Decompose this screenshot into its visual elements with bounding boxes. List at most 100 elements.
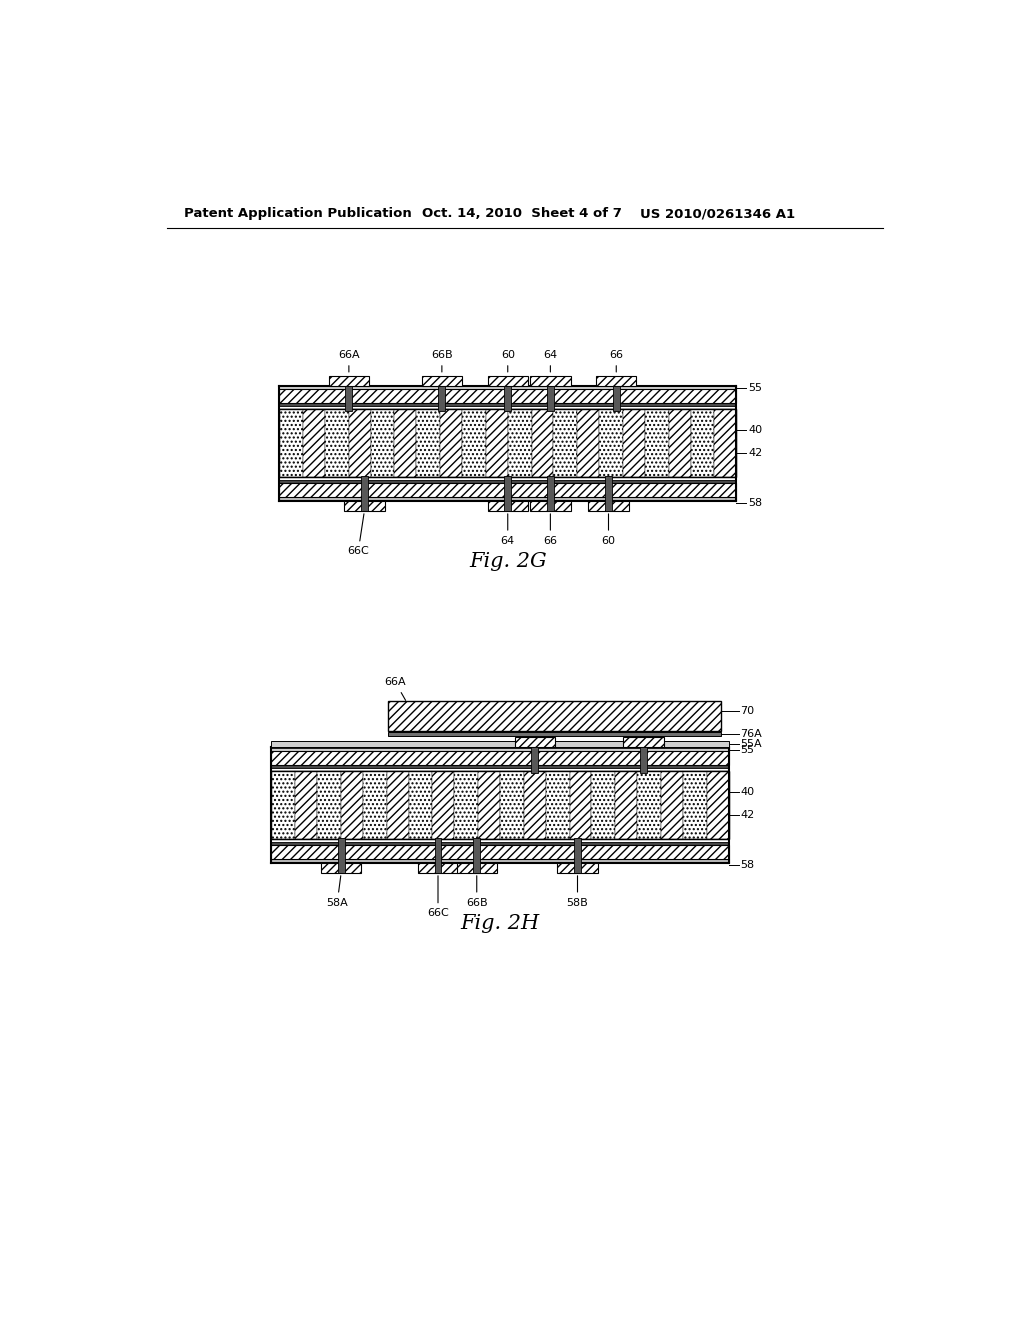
Bar <box>271 751 729 766</box>
Bar <box>418 863 458 873</box>
Text: 66C: 66C <box>427 875 449 919</box>
Text: 42: 42 <box>740 810 755 820</box>
Bar <box>271 771 729 840</box>
Bar <box>524 771 546 840</box>
Bar <box>362 771 387 840</box>
Text: 66A: 66A <box>385 677 407 701</box>
Bar <box>612 385 620 411</box>
Text: Oct. 14, 2010  Sheet 4 of 7: Oct. 14, 2010 Sheet 4 of 7 <box>423 207 623 220</box>
Bar <box>388 701 721 730</box>
Text: 64: 64 <box>544 350 557 372</box>
Bar <box>596 376 636 385</box>
Text: 60: 60 <box>501 350 515 372</box>
Text: 66: 66 <box>544 513 557 545</box>
Text: 40: 40 <box>748 425 762 434</box>
Text: 70: 70 <box>740 706 755 717</box>
Text: 40: 40 <box>740 787 755 797</box>
Bar <box>554 409 578 478</box>
Text: 58A: 58A <box>327 875 348 908</box>
Text: 66B: 66B <box>431 350 453 372</box>
Bar <box>623 409 645 478</box>
Bar <box>455 771 478 840</box>
Bar <box>530 502 570 511</box>
Bar <box>530 376 570 385</box>
Text: 55A: 55A <box>740 739 762 750</box>
Bar <box>569 771 592 840</box>
Text: 66: 66 <box>609 350 624 372</box>
Bar <box>280 409 303 478</box>
Bar <box>271 842 729 845</box>
Bar <box>360 475 368 511</box>
Text: Patent Application Publication: Patent Application Publication <box>183 207 412 220</box>
Bar <box>690 409 715 478</box>
Bar <box>547 475 554 511</box>
Bar <box>578 409 599 478</box>
Bar <box>487 502 528 511</box>
Bar <box>271 742 729 747</box>
Text: Fig. 2G: Fig. 2G <box>469 552 547 570</box>
Bar <box>345 385 352 411</box>
Bar <box>715 409 736 478</box>
Bar <box>504 475 511 511</box>
Bar <box>280 409 736 478</box>
Bar <box>387 771 409 840</box>
Bar <box>432 771 455 840</box>
Bar <box>660 771 683 840</box>
Bar <box>280 483 736 498</box>
Text: 55: 55 <box>740 744 755 755</box>
Bar <box>271 857 729 859</box>
Bar <box>409 771 432 840</box>
Bar <box>500 771 524 840</box>
Text: 64: 64 <box>501 513 515 545</box>
Bar <box>317 771 341 840</box>
Bar <box>321 863 361 873</box>
Bar <box>707 771 729 840</box>
Bar <box>271 859 729 862</box>
Bar <box>338 838 345 873</box>
Bar <box>271 748 729 751</box>
Bar <box>434 838 441 873</box>
Bar <box>440 409 462 478</box>
Bar <box>280 409 736 478</box>
Bar <box>478 771 500 840</box>
Bar <box>592 771 615 840</box>
Bar <box>531 409 554 478</box>
Bar <box>605 475 612 511</box>
Text: 55: 55 <box>748 383 762 393</box>
Bar <box>574 838 581 873</box>
Bar <box>624 737 664 747</box>
Bar <box>417 409 440 478</box>
Bar <box>669 409 690 478</box>
Bar <box>271 771 295 840</box>
Bar <box>280 385 736 388</box>
Bar <box>557 863 598 873</box>
Bar <box>640 747 647 774</box>
Bar <box>271 771 729 840</box>
Text: 60: 60 <box>601 513 615 545</box>
Bar <box>457 863 497 873</box>
Bar <box>462 409 485 478</box>
Bar <box>589 502 629 511</box>
Bar <box>271 747 729 751</box>
Bar <box>485 409 508 478</box>
Bar <box>388 733 721 737</box>
Bar <box>473 838 480 873</box>
Text: 76A: 76A <box>740 730 762 739</box>
Bar <box>599 409 623 478</box>
Text: US 2010/0261346 A1: US 2010/0261346 A1 <box>640 207 795 220</box>
Bar <box>280 404 736 407</box>
Bar <box>422 376 462 385</box>
Bar <box>280 494 736 498</box>
Text: 66A: 66A <box>338 350 359 372</box>
Bar <box>547 385 554 411</box>
Bar <box>394 409 417 478</box>
Text: 58: 58 <box>740 861 755 870</box>
Bar <box>504 385 511 411</box>
Bar <box>329 376 369 385</box>
Bar <box>280 498 736 500</box>
Text: 58: 58 <box>748 499 762 508</box>
Bar <box>344 502 385 511</box>
Bar <box>271 766 729 768</box>
Bar <box>348 409 371 478</box>
Text: Fig. 2H: Fig. 2H <box>461 913 540 932</box>
